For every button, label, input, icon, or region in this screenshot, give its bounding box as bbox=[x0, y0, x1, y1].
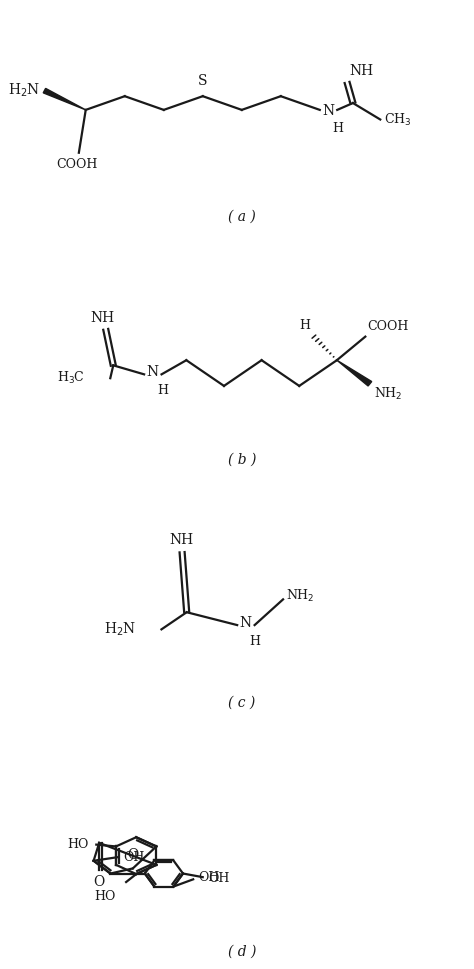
Text: OH: OH bbox=[199, 871, 220, 884]
Text: CH$_3$: CH$_3$ bbox=[384, 111, 411, 128]
Text: ( d ): ( d ) bbox=[228, 945, 256, 958]
Text: HO: HO bbox=[67, 838, 89, 851]
Polygon shape bbox=[337, 360, 372, 386]
Text: N: N bbox=[239, 616, 252, 631]
Text: COOH: COOH bbox=[56, 158, 97, 171]
Text: ( a ): ( a ) bbox=[228, 210, 255, 224]
Text: NH: NH bbox=[169, 533, 193, 547]
Text: ( c ): ( c ) bbox=[228, 695, 255, 709]
Text: NH$_2$: NH$_2$ bbox=[374, 386, 402, 402]
Text: H: H bbox=[333, 122, 344, 135]
Text: O: O bbox=[93, 875, 105, 890]
Text: ( b ): ( b ) bbox=[228, 453, 256, 467]
Text: H$_2$N: H$_2$N bbox=[9, 82, 41, 99]
Text: COOH: COOH bbox=[368, 320, 409, 333]
Text: NH: NH bbox=[349, 64, 374, 78]
Text: HO: HO bbox=[94, 891, 116, 903]
Text: H$_2$N: H$_2$N bbox=[104, 621, 136, 638]
Text: N: N bbox=[322, 104, 334, 118]
Polygon shape bbox=[43, 88, 86, 109]
Text: H: H bbox=[250, 635, 261, 647]
Text: S: S bbox=[198, 75, 208, 88]
Text: H: H bbox=[299, 320, 310, 332]
Text: OH: OH bbox=[123, 851, 145, 863]
Text: OH: OH bbox=[208, 872, 229, 886]
Text: NH$_2$: NH$_2$ bbox=[286, 588, 314, 604]
Text: H: H bbox=[157, 384, 168, 396]
Text: N: N bbox=[146, 365, 158, 379]
Text: O: O bbox=[127, 848, 138, 861]
Text: NH: NH bbox=[90, 311, 114, 325]
Text: H$_3$C: H$_3$C bbox=[57, 370, 85, 387]
